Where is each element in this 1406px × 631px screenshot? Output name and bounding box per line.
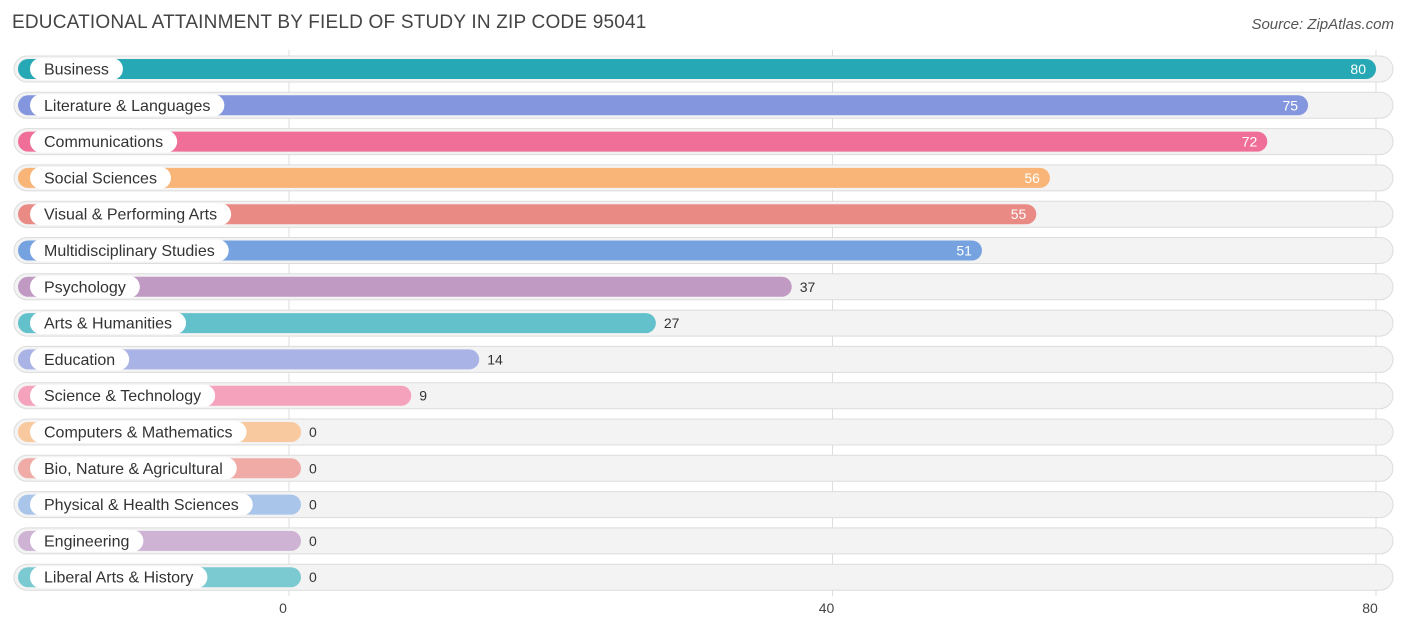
category-label: Literature & Languages [44,98,210,115]
category-label-pill [30,421,247,443]
value-label: 27 [664,315,680,331]
x-tick-label: 40 [819,600,835,616]
x-axis-ticks: 0 40 80 [279,600,1378,616]
category-label-pill [30,166,171,189]
bar-row: Social Sciences 56 [13,164,1394,192]
bar [18,240,982,261]
category-label-pill [30,275,140,298]
bar-track [13,418,1394,446]
bar-track [13,527,1394,555]
bar-row: Multidisciplinary Studies 51 [13,237,1394,264]
category-label-pill [30,566,208,589]
category-label: Business [44,62,109,79]
value-label: 14 [487,351,503,367]
value-label: 0 [309,460,317,476]
category-label-pill [30,203,232,226]
category-label: Communications [44,134,163,151]
category-label: Arts & Humanities [44,316,172,333]
bar-row: Bio, Nature & Agricultural 0 [13,454,1394,482]
category-label: Computers & Mathematics [44,425,233,442]
category-label-pill [30,384,216,407]
category-label-pill [30,493,253,516]
category-label: Social Sciences [44,170,157,187]
bar-track [13,454,1394,482]
bar-row: Communications 72 [13,128,1394,156]
value-label: 75 [1282,97,1298,113]
bar-row: Computers & Mathematics 0 [13,418,1394,446]
bar-row: Science & Technology 9 [13,382,1394,410]
bar [18,204,1037,225]
category-label-pill [30,457,237,480]
x-tick-label: 0 [279,600,287,616]
value-label: 9 [419,388,427,404]
bar [18,167,1050,188]
category-label: Science & Technology [44,388,201,405]
category-label-pill [30,529,144,552]
category-label: Physical & Health Sciences [44,497,239,514]
category-label: Engineering [44,533,129,550]
value-label: 0 [309,424,317,440]
value-label: 55 [1011,206,1027,222]
category-label: Psychology [44,279,126,296]
bar-row: Visual & Performing Arts 55 [13,200,1394,228]
bar-row: Education 14 [13,345,1394,373]
category-label-pill [30,348,130,371]
category-label: Education [44,352,115,369]
category-label-pill [30,58,123,80]
bar-row: Physical & Health Sciences 0 [13,491,1394,519]
bar-row: Arts & Humanities 27 [13,309,1394,337]
bar-row: Engineering 0 [13,527,1394,555]
chart-title: EDUCATIONAL ATTAINMENT BY FIELD OF STUDY… [12,12,647,33]
bar [18,276,792,297]
value-label: 0 [309,569,317,585]
bar [18,349,480,370]
value-label: 56 [1024,170,1040,186]
category-label-pill [30,130,178,153]
value-label: 0 [309,533,317,549]
category-label-pill [30,94,225,117]
bar-track [13,563,1394,591]
category-label: Visual & Performing Arts [44,207,217,224]
source-label: Source: ZipAtlas.com [1251,16,1394,33]
value-label: 0 [309,497,317,513]
bar [18,95,1309,116]
category-label: Multidisciplinary Studies [44,243,215,260]
category-label-pill [30,312,187,335]
value-label: 72 [1242,134,1258,150]
bar-row: Literature & Languages 75 [13,91,1394,119]
category-label: Bio, Nature & Agricultural [44,461,223,478]
bar-row: Liberal Arts & History 0 [13,563,1394,591]
bar-track [13,491,1394,519]
category-label-pill [30,239,229,262]
value-label: 80 [1350,61,1366,77]
bar-row: Psychology 37 [13,273,1394,301]
x-tick-label: 80 [1362,600,1378,616]
bar-row: Business 80 [13,55,1394,83]
value-label: 51 [956,243,972,259]
bar [18,59,1376,79]
bar [18,131,1268,152]
value-label: 37 [800,279,816,295]
category-label: Liberal Arts & History [44,570,193,587]
